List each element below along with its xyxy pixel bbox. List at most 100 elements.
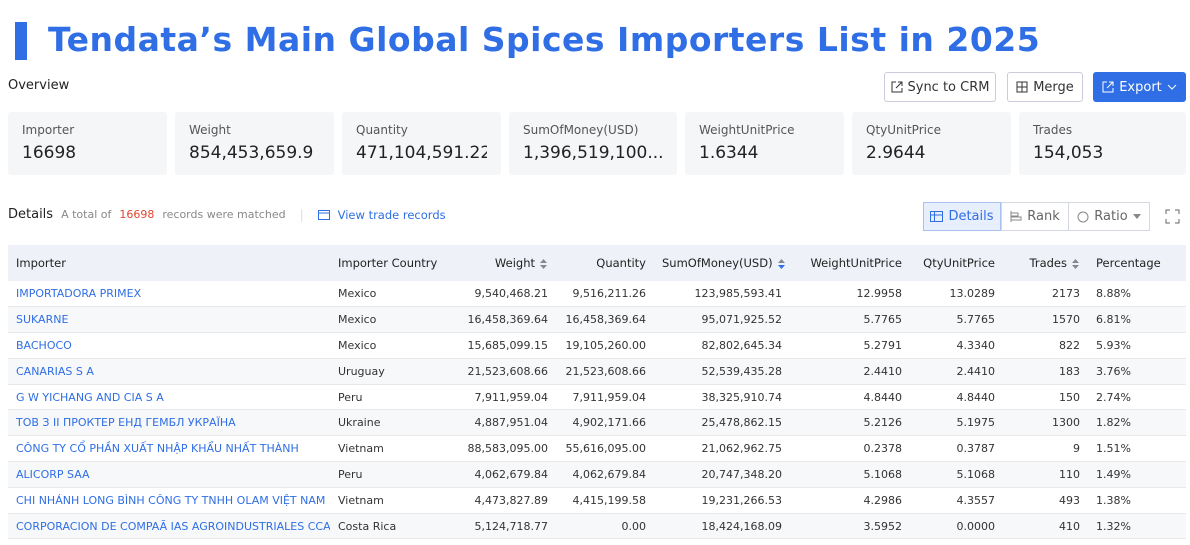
table-cell: 5.93% (1088, 332, 1186, 359)
table-cell: 95,071,925.52 (654, 306, 790, 334)
table-cell: 13.0289 (910, 281, 1003, 308)
table-cell: 4.3340 (910, 332, 1003, 359)
table-row: CORPORACION DE COMPAÃ IAS AGROINDUSTRIAL… (8, 513, 1186, 540)
merge-icon (1016, 81, 1028, 93)
importer-link[interactable]: G W YICHANG AND CIA S A (16, 390, 164, 404)
table-cell: 5.1068 (910, 461, 1003, 488)
stat-card: Quantity 471,104,591.22 (342, 112, 501, 175)
table-cell: 1300 (1003, 409, 1088, 437)
importer-link[interactable]: CORPORACION DE COMPAÃ IAS AGROINDUSTRIAL… (16, 519, 330, 533)
table-row: ALICORP SAA Peru 4,062,679.84 4,062,679.84 2… (8, 461, 1186, 488)
stat-label: Quantity (356, 123, 408, 137)
ratio-tab[interactable]: Ratio (1068, 202, 1150, 231)
table-cell: 4,062,679.84 (453, 461, 556, 488)
table-cell: 4,473,827.89 (453, 487, 556, 514)
table-cell: Mexico (330, 306, 453, 334)
table-cell: 16,458,369.64 (556, 306, 654, 334)
fullscreen-icon[interactable] (1165, 209, 1180, 224)
title-accent (15, 22, 27, 60)
column-header: Trades (1003, 245, 1088, 281)
view-records-link[interactable]: View trade records (337, 207, 446, 222)
importers-table: Importer Importer Country Weight Quantity Su… (8, 245, 1186, 540)
table-cell: 9,516,211.26 (556, 281, 654, 308)
table-cell: 15,685,099.15 (453, 332, 556, 359)
table-cell: CHI NHÁNH LONG BÌNH CÔNG TY TNHH OLAM VI… (8, 487, 330, 514)
table-cell: 0.00 (556, 513, 654, 540)
sync-icon (891, 81, 902, 93)
table-cell: Uruguay (330, 358, 453, 385)
table-cell: 0.2378 (790, 435, 910, 463)
table-cell: 1.51% (1088, 435, 1186, 463)
importer-link[interactable]: ТОВ З ІІ ПРОКТЕР ЕНД ГЕМБЛ УКРАЇНА (16, 416, 236, 430)
table-cell: 9 (1003, 435, 1088, 463)
importer-link[interactable]: ALICORP SAA (16, 467, 90, 481)
sync-button[interactable]: Sync to CRM (884, 72, 996, 102)
sort-icon[interactable] (539, 258, 548, 270)
stat-value: 471,104,591.22 (356, 143, 487, 163)
importer-link[interactable]: CANARIAS S A (16, 364, 94, 378)
column-label: Quantity (596, 256, 646, 270)
stat-label: WeightUnitPrice (699, 123, 795, 137)
records-icon (317, 209, 330, 220)
table-cell: 19,105,260.00 (556, 332, 654, 359)
header-row: Importer Importer Country Weight Quantity Su… (8, 245, 1186, 281)
stat-value: 2.9644 (866, 143, 926, 163)
table-cell: 1.82% (1088, 409, 1186, 437)
table-cell: 0.0000 (910, 513, 1003, 540)
stat-card: WeightUnitPrice 1.6344 (685, 112, 844, 175)
total-suffix: records were matched (162, 208, 286, 221)
importer-link[interactable]: BACHOCO (16, 338, 72, 352)
importer-link[interactable]: CHI NHÁNH LONG BÌNH CÔNG TY TNHH OLAM VI… (16, 493, 326, 507)
table-cell: 1570 (1003, 306, 1088, 334)
table-cell: 6.81% (1088, 306, 1186, 334)
table-row: CHI NHÁNH LONG BÌNH CÔNG TY TNHH OLAM VI… (8, 487, 1186, 514)
merge-button[interactable]: Merge (1007, 72, 1083, 102)
table-cell: SUKARNE (8, 306, 330, 334)
table-row: CÔNG TY CỔ PHẦN XUẤT NHẬP KHẨU NHẤT THÀN… (8, 435, 1186, 463)
importer-link[interactable]: SUKARNE (16, 313, 69, 327)
column-header: Percentage (1088, 245, 1186, 281)
table-cell: 88,583,095.00 (453, 435, 556, 463)
table-cell: 0.3787 (910, 435, 1003, 463)
table-cell: 3.76% (1088, 358, 1186, 385)
importer-link[interactable]: IMPORTADORA PRIMEX (16, 287, 142, 301)
table-cell: 2.74% (1088, 384, 1186, 411)
table-cell: 82,802,645.34 (654, 332, 790, 359)
export-button[interactable]: Export (1093, 72, 1186, 102)
table-cell: 4.2986 (790, 487, 910, 514)
details-tab[interactable]: Details (923, 202, 1001, 231)
importer-link[interactable]: CÔNG TY CỔ PHẦN XUẤT NHẬP KHẨU NHẤT THÀN… (16, 442, 299, 456)
column-label: Importer Country (338, 256, 438, 270)
table-cell: 5,124,718.77 (453, 513, 556, 540)
table-cell: 8.88% (1088, 281, 1186, 308)
table-cell: 4.8440 (790, 384, 910, 411)
column-label: QtyUnitPrice (923, 256, 995, 270)
table-cell: Vietnam (330, 487, 453, 514)
page-title: Tendata’s Main Global Spices Importers L… (48, 20, 1041, 59)
column-label: Trades (1029, 256, 1067, 270)
stat-card: SumOfMoney(USD) 1,396,519,100.... (509, 112, 677, 175)
table-cell: 410 (1003, 513, 1088, 540)
overview-label: Overview (8, 78, 70, 93)
table-row: ТОВ З ІІ ПРОКТЕР ЕНД ГЕМБЛ УКРАЇНА Ukrain… (8, 409, 1186, 437)
table-cell: 2.4410 (910, 358, 1003, 385)
column-header: Weight (453, 245, 556, 281)
table-cell: Vietnam (330, 435, 453, 463)
table-cell: 1.32% (1088, 513, 1186, 540)
table-cell: 150 (1003, 384, 1088, 411)
table-row: BACHOCO Mexico 15,685,099.15 19,105,260.00 8… (8, 332, 1186, 359)
table-cell: 4.8440 (910, 384, 1003, 411)
sort-icon[interactable] (1071, 258, 1080, 270)
table-cell: 19,231,266.53 (654, 487, 790, 514)
table-cell: 7,911,959.04 (556, 384, 654, 411)
sort-icon[interactable] (777, 258, 786, 270)
table-cell: 12.9958 (790, 281, 910, 308)
column-label: WeightUnitPrice (810, 256, 902, 270)
tab-label: Rank (1027, 209, 1060, 224)
stat-label: SumOfMoney(USD) (523, 123, 639, 137)
table-cell: Peru (330, 461, 453, 488)
rank-tab[interactable]: Rank (1001, 202, 1069, 231)
table-cell: 16,458,369.64 (453, 306, 556, 334)
stat-card: Trades 154,053 (1019, 112, 1186, 175)
